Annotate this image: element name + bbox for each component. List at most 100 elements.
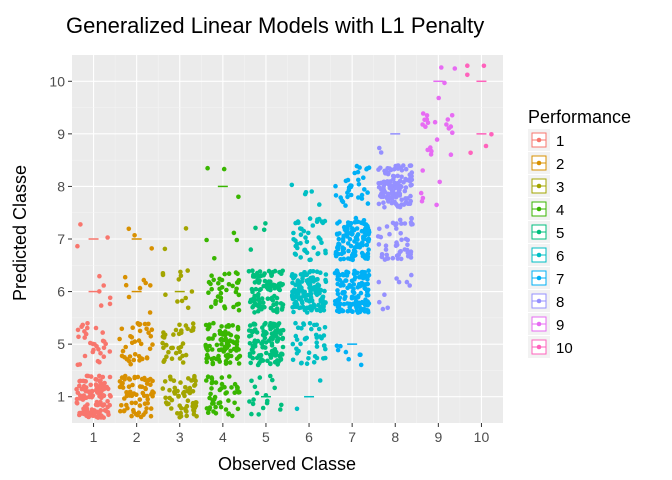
data-point xyxy=(293,282,298,288)
data-point xyxy=(210,360,216,366)
data-point xyxy=(92,410,97,416)
data-point xyxy=(298,232,304,237)
data-point xyxy=(345,241,351,246)
data-point xyxy=(362,221,367,227)
data-point xyxy=(434,137,440,142)
data-point xyxy=(293,243,299,249)
data-point xyxy=(302,247,308,253)
legend-label: 5 xyxy=(556,225,564,242)
data-point xyxy=(348,192,354,198)
data-point xyxy=(384,252,390,258)
data-point xyxy=(280,344,286,350)
data-point xyxy=(362,227,368,232)
data-point xyxy=(278,407,283,412)
data-point xyxy=(235,334,240,340)
data-point xyxy=(211,355,217,361)
data-point xyxy=(259,341,264,346)
data-point xyxy=(383,243,389,248)
data-point xyxy=(353,253,358,258)
data-point xyxy=(87,412,93,418)
axis-ticks: 1 2 3 4 5 6 7 8 9 10 1 5 6 7 8 9 10 xyxy=(49,73,489,445)
data-point xyxy=(323,248,328,254)
data-point xyxy=(219,381,225,387)
data-point xyxy=(396,203,401,209)
data-point xyxy=(321,333,327,338)
data-point xyxy=(263,340,269,345)
data-point xyxy=(213,298,218,304)
data-point xyxy=(100,402,106,408)
data-point xyxy=(259,296,265,301)
data-point xyxy=(108,394,113,399)
data-point xyxy=(100,338,106,344)
data-point xyxy=(250,346,255,352)
data-point xyxy=(408,255,414,260)
data-point xyxy=(222,344,228,350)
data-point xyxy=(296,296,302,301)
data-point xyxy=(93,382,99,387)
data-point xyxy=(384,224,390,229)
data-point xyxy=(257,269,263,274)
data-point xyxy=(259,357,264,362)
data-point xyxy=(150,378,155,384)
data-point xyxy=(444,122,449,127)
data-point xyxy=(262,278,268,284)
legend-label: 2 xyxy=(556,156,564,173)
data-point xyxy=(273,333,278,339)
data-point xyxy=(341,301,347,307)
data-point xyxy=(255,308,261,314)
data-point xyxy=(144,355,150,361)
legend-key xyxy=(528,267,550,289)
data-point xyxy=(446,126,452,131)
series-5 xyxy=(246,221,286,417)
data-point xyxy=(189,328,194,334)
data-point xyxy=(310,223,316,228)
data-point xyxy=(81,378,86,384)
data-point xyxy=(391,174,397,179)
data-point xyxy=(205,326,211,332)
data-point xyxy=(399,221,404,226)
data-point xyxy=(423,124,428,129)
data-point xyxy=(208,391,213,397)
data-point xyxy=(211,409,216,414)
data-point xyxy=(388,183,394,188)
data-point xyxy=(206,336,211,342)
x-tick-label: 6 xyxy=(305,429,313,445)
data-point xyxy=(341,256,347,262)
y-tick-label: 7 xyxy=(57,231,65,247)
data-point xyxy=(248,247,254,252)
data-point xyxy=(334,343,340,349)
data-point xyxy=(390,255,396,261)
data-point xyxy=(137,397,143,402)
data-point xyxy=(123,344,128,350)
data-point xyxy=(85,321,90,326)
y-tick-label: 5 xyxy=(57,336,65,352)
data-point xyxy=(120,348,126,354)
data-point xyxy=(218,404,224,410)
data-point xyxy=(294,337,300,342)
data-point xyxy=(347,282,352,288)
data-point xyxy=(250,355,256,361)
data-point xyxy=(226,412,231,417)
data-point xyxy=(126,376,132,381)
data-point xyxy=(449,113,455,118)
data-point xyxy=(264,350,269,356)
data-point xyxy=(346,231,351,236)
data-point xyxy=(289,182,295,188)
data-point xyxy=(184,403,190,409)
data-point xyxy=(341,246,347,252)
data-point xyxy=(365,201,371,206)
data-point xyxy=(269,348,275,354)
data-point xyxy=(222,271,227,277)
data-point xyxy=(247,341,253,346)
data-point xyxy=(147,310,153,315)
data-point xyxy=(384,256,390,261)
data-point xyxy=(332,299,338,304)
data-point xyxy=(295,279,301,284)
data-point xyxy=(211,320,216,326)
data-point xyxy=(257,375,263,380)
data-point xyxy=(402,188,408,194)
data-point xyxy=(130,325,135,331)
data-point xyxy=(468,150,473,156)
data-point xyxy=(359,196,365,201)
data-point xyxy=(145,396,150,402)
